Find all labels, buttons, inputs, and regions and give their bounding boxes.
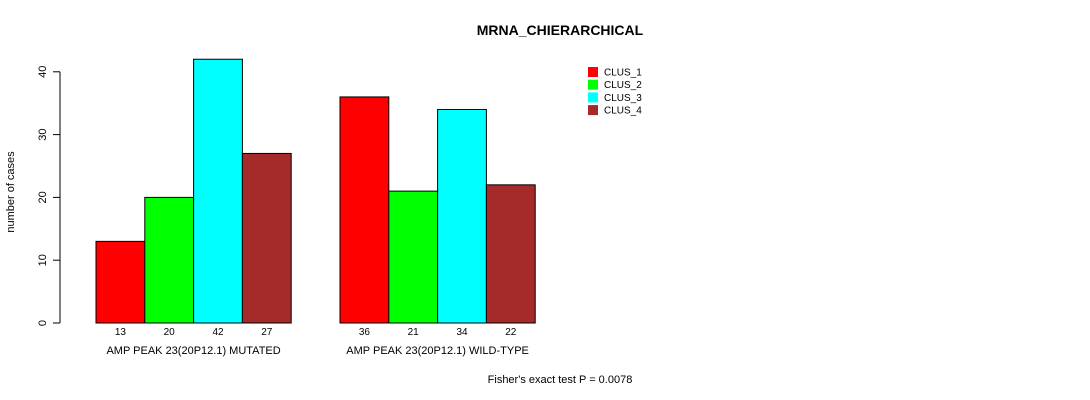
bar-value-label: 21 bbox=[408, 327, 420, 338]
bar-value-label: 22 bbox=[505, 327, 517, 338]
legend-swatch-clus-3 bbox=[588, 92, 598, 103]
legend-swatch-clus-2 bbox=[588, 79, 598, 90]
bar-clus-2-group-2 bbox=[388, 190, 439, 324]
group-labels: AMP PEAK 23(20P12.1) MUTATED AMP PEAK 23(… bbox=[106, 345, 528, 357]
legend-label: CLUS_3 bbox=[604, 93, 642, 104]
group-label: AMP PEAK 23(20P12.1) WILD-TYPE bbox=[346, 345, 529, 357]
footnote: Fisher's exact test P = 0.0078 bbox=[488, 374, 633, 386]
legend-label: CLUS_1 bbox=[604, 68, 642, 79]
bar-clus-3-group-1 bbox=[193, 58, 243, 324]
bar-value-label: 13 bbox=[115, 327, 127, 338]
bars bbox=[95, 58, 536, 324]
bar-value-label: 36 bbox=[359, 327, 371, 338]
bar-labels: 13 20 42 27 36 21 34 22 bbox=[115, 327, 517, 338]
y-axis-label: number of cases bbox=[5, 151, 17, 233]
legend-swatch-clus-4 bbox=[588, 105, 598, 116]
bar-clus-3-group-2 bbox=[437, 108, 487, 324]
bar-clus-1-group-1 bbox=[95, 240, 146, 324]
chart-title: MRNA_CHIERARCHICAL bbox=[477, 22, 644, 38]
y-tick-label: 20 bbox=[37, 191, 49, 203]
bar-clus-2-group-1 bbox=[144, 196, 195, 324]
bar-value-label: 34 bbox=[456, 327, 468, 338]
y-tick-label: 0 bbox=[37, 320, 49, 326]
y-tick-label: 40 bbox=[37, 66, 49, 78]
legend-label: CLUS_4 bbox=[604, 106, 642, 117]
legend-label: CLUS_2 bbox=[604, 80, 642, 91]
bar-value-label: 20 bbox=[164, 327, 176, 338]
bar-value-label: 27 bbox=[261, 327, 273, 338]
y-axis: 0 10 20 30 40 bbox=[37, 66, 61, 326]
y-tick-label: 30 bbox=[37, 128, 49, 140]
bar-clus-1-group-2 bbox=[339, 96, 390, 324]
legend-swatch-clus-1 bbox=[588, 67, 598, 77]
group-label: AMP PEAK 23(20P12.1) MUTATED bbox=[106, 345, 280, 357]
y-tick-label: 10 bbox=[37, 254, 49, 266]
bar-value-label: 42 bbox=[212, 327, 224, 338]
bar-clus-4-group-2 bbox=[485, 184, 536, 324]
bar-clus-4-group-1 bbox=[241, 152, 292, 324]
